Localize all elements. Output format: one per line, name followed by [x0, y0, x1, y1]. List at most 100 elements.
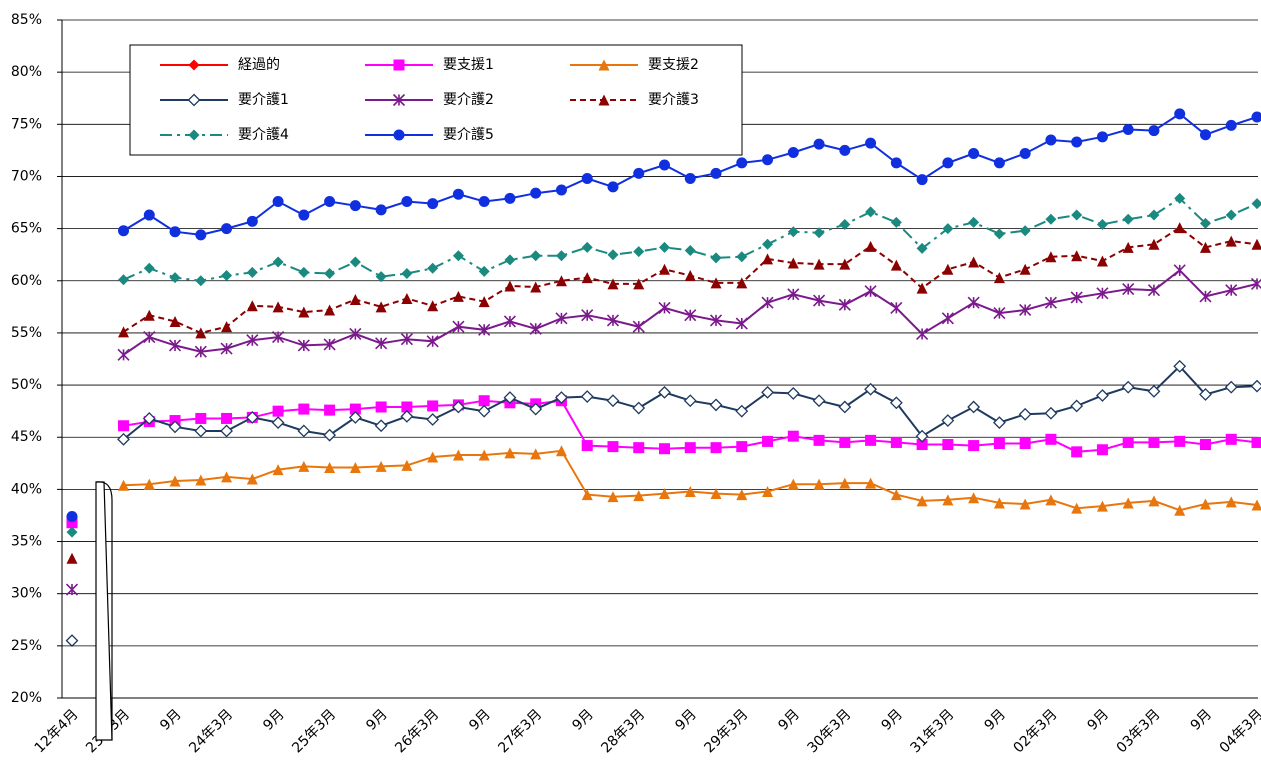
legend-box — [129, 44, 743, 156]
marker — [787, 288, 800, 301]
marker — [1251, 238, 1261, 250]
x-tick-label: 03年3月 — [1114, 706, 1164, 756]
marker — [272, 301, 284, 313]
x-tick-label: 9月 — [775, 706, 803, 734]
marker — [1122, 436, 1134, 448]
marker — [117, 348, 130, 361]
marker — [993, 228, 1005, 240]
marker — [1096, 444, 1108, 456]
marker — [890, 259, 902, 271]
marker — [66, 511, 78, 523]
marker — [607, 491, 619, 503]
marker — [632, 401, 646, 415]
y-tick-label: 80% — [11, 64, 42, 80]
marker — [916, 174, 928, 186]
marker — [298, 403, 310, 415]
marker — [1199, 290, 1212, 303]
marker — [375, 301, 387, 313]
marker — [942, 223, 954, 235]
marker — [633, 278, 645, 290]
marker — [1173, 264, 1186, 277]
marker — [427, 198, 439, 210]
marker — [684, 245, 696, 257]
marker — [941, 414, 955, 427]
marker — [890, 436, 902, 448]
marker — [598, 59, 610, 71]
marker — [659, 263, 670, 275]
marker — [555, 391, 568, 405]
marker — [427, 262, 439, 274]
marker — [220, 342, 233, 355]
y-tick-label: 50% — [11, 377, 42, 393]
marker — [272, 331, 285, 344]
marker — [393, 59, 405, 71]
x-tick-label: 9月 — [878, 706, 906, 734]
marker — [529, 322, 542, 335]
marker — [812, 294, 826, 307]
y-tick-label: 35% — [11, 534, 42, 550]
marker — [143, 309, 155, 321]
marker — [349, 294, 361, 306]
marker — [658, 301, 671, 314]
marker — [838, 298, 851, 311]
marker — [246, 300, 258, 312]
x-tick-label: 31年3月 — [908, 706, 958, 756]
marker — [736, 489, 748, 501]
marker — [865, 434, 877, 446]
marker — [1019, 225, 1031, 237]
y-tick-label: 55% — [11, 325, 42, 341]
marker — [1019, 263, 1031, 275]
marker — [839, 258, 851, 270]
marker — [787, 430, 799, 442]
marker — [1224, 380, 1238, 394]
x-tick-label: 9月 — [363, 706, 391, 734]
marker — [142, 412, 156, 425]
marker — [865, 477, 877, 489]
marker — [865, 240, 877, 252]
marker — [66, 552, 78, 564]
marker — [813, 434, 825, 446]
marker — [581, 440, 593, 452]
marker — [839, 218, 851, 230]
marker — [478, 296, 490, 308]
marker — [195, 327, 207, 339]
marker — [993, 497, 1005, 509]
marker — [1045, 433, 1057, 445]
marker — [401, 195, 413, 207]
marker — [272, 405, 284, 417]
marker — [581, 272, 593, 284]
marker — [658, 385, 671, 399]
marker — [916, 242, 928, 254]
marker — [942, 494, 954, 506]
marker — [606, 394, 620, 408]
marker — [246, 334, 259, 347]
marker — [786, 387, 800, 400]
marker — [968, 440, 980, 452]
marker — [530, 187, 542, 199]
marker — [839, 477, 851, 489]
marker — [581, 173, 593, 185]
marker — [1147, 384, 1161, 398]
marker — [168, 420, 182, 434]
marker — [1045, 251, 1057, 263]
x-tick-label: 9月 — [1188, 706, 1216, 734]
marker — [298, 209, 310, 221]
marker — [427, 400, 439, 412]
y-tick-label: 60% — [11, 273, 42, 289]
marker — [1019, 303, 1032, 317]
marker — [1121, 380, 1135, 394]
marker — [1199, 217, 1211, 229]
x-tick-label: 24年3月 — [186, 706, 236, 756]
marker — [169, 226, 181, 238]
marker — [118, 326, 130, 338]
marker — [607, 441, 619, 453]
marker — [375, 460, 387, 472]
marker — [221, 223, 233, 235]
marker — [401, 267, 413, 279]
marker — [426, 413, 440, 426]
marker — [813, 478, 825, 490]
marker — [968, 492, 980, 504]
marker — [1251, 198, 1261, 210]
marker — [118, 274, 130, 286]
marker — [915, 429, 929, 443]
